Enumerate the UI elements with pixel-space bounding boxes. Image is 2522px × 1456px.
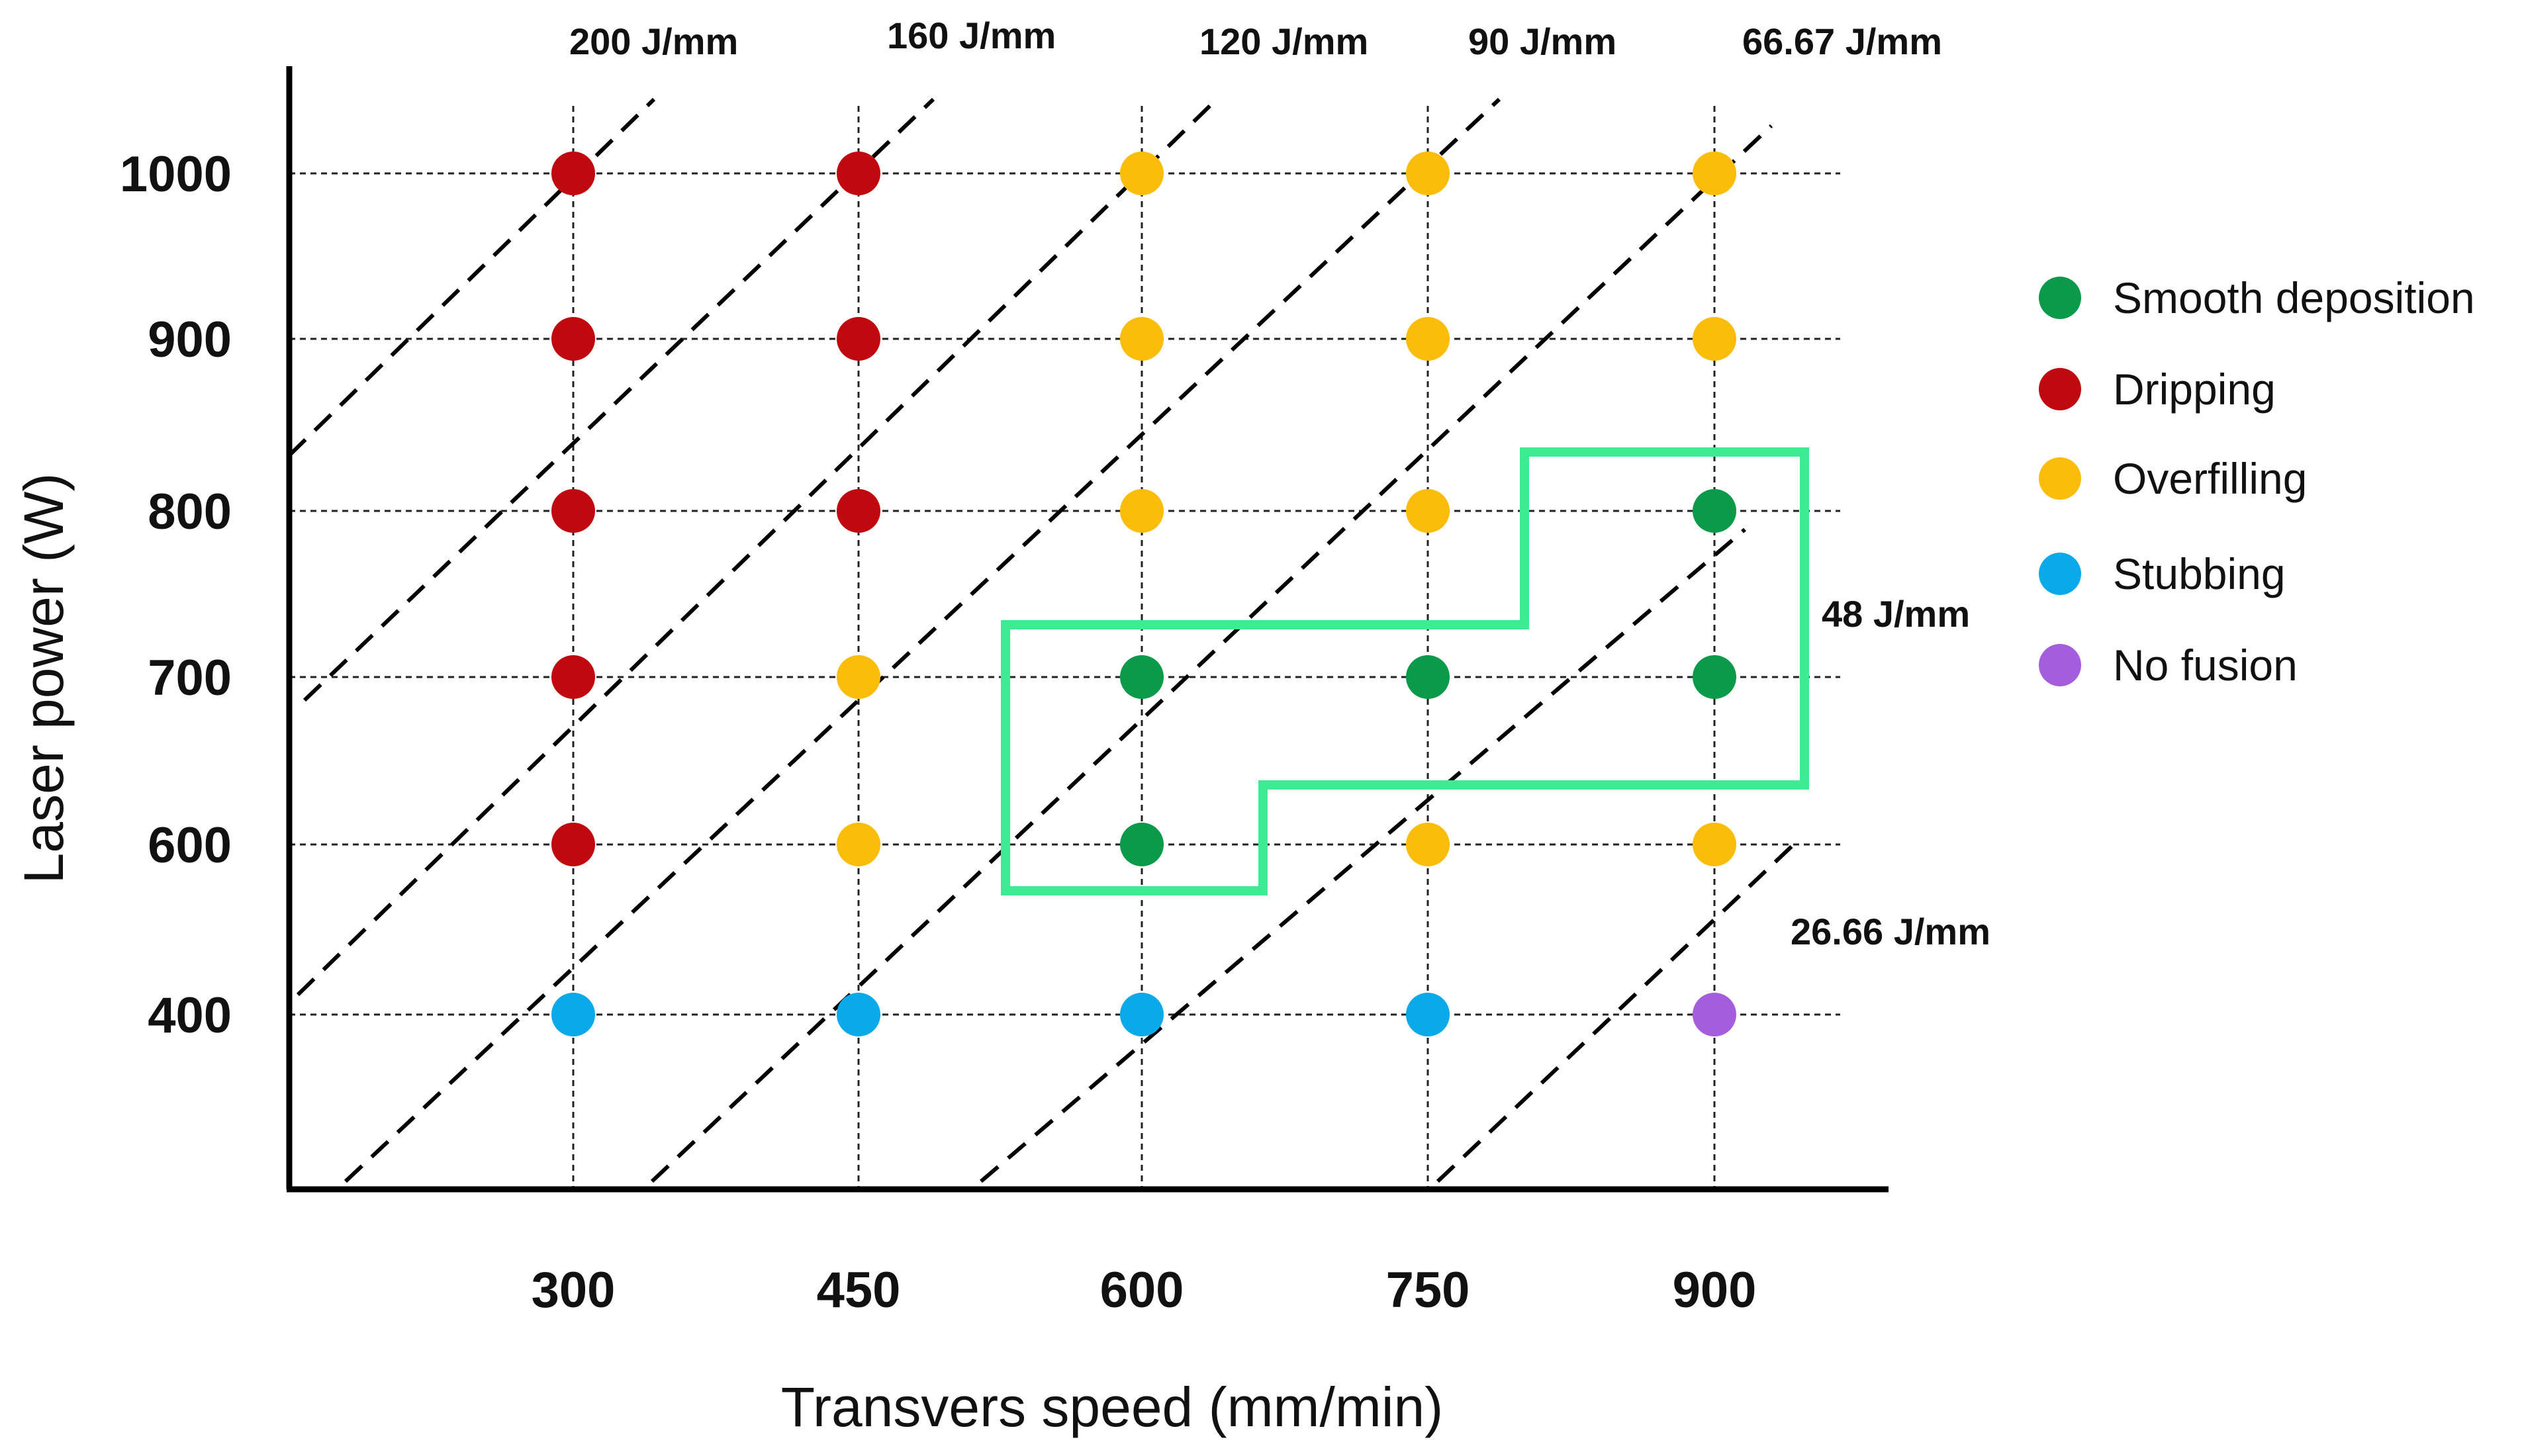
point-smooth-600-600 bbox=[1120, 823, 1164, 866]
y-axis-title: Laser power (W) bbox=[13, 473, 75, 884]
point-overfilling-900-1000 bbox=[1693, 152, 1736, 195]
point-dripping-300-1000 bbox=[551, 152, 595, 195]
point-stubbing-300-400 bbox=[551, 993, 595, 1036]
point-overfilling-750-800 bbox=[1406, 489, 1450, 533]
point-dripping-300-600 bbox=[551, 823, 595, 866]
energy-density-lines bbox=[287, 97, 1800, 1183]
energy-density-label-1: 160 J/mm bbox=[887, 15, 1056, 56]
energy-density-label-4: 66.67 J/mm bbox=[1742, 21, 1942, 62]
x-tick-label-750: 750 bbox=[1386, 1262, 1470, 1318]
point-stubbing-600-400 bbox=[1120, 993, 1164, 1036]
legend-label-dripping: Dripping bbox=[2113, 365, 2276, 414]
point-overfilling-900-900 bbox=[1693, 317, 1736, 361]
legend-label-nofusion: No fusion bbox=[2113, 641, 2298, 690]
y-tick-label-400: 400 bbox=[148, 987, 232, 1044]
point-overfilling-750-900 bbox=[1406, 317, 1450, 361]
data-points bbox=[551, 152, 1736, 1036]
x-tick-label-300: 300 bbox=[532, 1262, 616, 1318]
x-tick-labels: 300 450 600 750 900 bbox=[532, 1262, 1757, 1318]
energy-density-label-5: 48 J/mm bbox=[1822, 593, 1970, 635]
legend-marker-smooth bbox=[2039, 277, 2081, 319]
x-tick-label-900: 900 bbox=[1673, 1262, 1757, 1318]
legend-label-overfilling: Overfilling bbox=[2113, 454, 2307, 503]
point-overfilling-450-700 bbox=[837, 655, 880, 699]
legend-marker-nofusion bbox=[2039, 644, 2081, 686]
point-stubbing-750-400 bbox=[1406, 993, 1450, 1036]
point-dripping-300-700 bbox=[551, 655, 595, 699]
legend-marker-stubbing bbox=[2039, 553, 2081, 595]
legend-label-smooth: Smooth deposition bbox=[2113, 273, 2475, 322]
energy-density-line-1 bbox=[303, 97, 935, 702]
point-smooth-900-800 bbox=[1693, 489, 1736, 533]
energy-density-label-2: 120 J/mm bbox=[1199, 21, 1368, 62]
energy-density-line-6 bbox=[1436, 839, 1800, 1183]
point-nofusion-900-400 bbox=[1693, 993, 1736, 1036]
legend: Smooth deposition Dripping Overfilling Stub… bbox=[2039, 273, 2475, 690]
point-dripping-450-1000 bbox=[837, 152, 880, 195]
energy-density-label-0: 200 J/mm bbox=[569, 21, 738, 62]
legend-label-stubbing: Stubbing bbox=[2113, 549, 2286, 598]
energy-density-line-5 bbox=[980, 527, 1746, 1183]
legend-marker-dripping bbox=[2039, 368, 2081, 410]
energy-density-line-0 bbox=[287, 97, 656, 457]
point-stubbing-450-400 bbox=[837, 993, 880, 1036]
point-overfilling-750-1000 bbox=[1406, 152, 1450, 195]
point-overfilling-450-600 bbox=[837, 823, 880, 866]
point-smooth-750-700 bbox=[1406, 655, 1450, 699]
energy-density-line-4 bbox=[650, 124, 1773, 1183]
x-axis-title: Transvers speed (mm/min) bbox=[781, 1376, 1443, 1438]
energy-density-label-6: 26.66 J/mm bbox=[1791, 911, 1990, 952]
energy-density-label-3: 90 J/mm bbox=[1468, 21, 1616, 62]
energy-density-line-2 bbox=[296, 97, 1219, 997]
point-overfilling-600-1000 bbox=[1120, 152, 1164, 195]
legend-marker-overfilling bbox=[2039, 457, 2081, 500]
y-tick-label-700: 700 bbox=[148, 650, 232, 706]
point-dripping-300-800 bbox=[551, 489, 595, 533]
point-smooth-600-700 bbox=[1120, 655, 1164, 699]
axes bbox=[286, 66, 1889, 1193]
point-dripping-450-900 bbox=[837, 317, 880, 361]
point-overfilling-600-800 bbox=[1120, 489, 1164, 533]
point-dripping-300-900 bbox=[551, 317, 595, 361]
y-tick-label-1000: 1000 bbox=[120, 146, 232, 203]
energy-density-line-3 bbox=[344, 97, 1501, 1183]
point-smooth-900-700 bbox=[1693, 655, 1736, 699]
point-overfilling-750-600 bbox=[1406, 823, 1450, 866]
point-dripping-450-800 bbox=[837, 489, 880, 533]
y-tick-label-600: 600 bbox=[148, 817, 232, 874]
optimal-window-outline bbox=[1001, 447, 1809, 895]
x-tick-label-450: 450 bbox=[817, 1262, 901, 1318]
x-tick-label-600: 600 bbox=[1100, 1262, 1184, 1318]
y-tick-labels: 400 600 700 800 900 1000 bbox=[120, 146, 232, 1044]
energy-density-labels: 200 J/mm 160 J/mm 120 J/mm 90 J/mm 66.67 J/m… bbox=[569, 15, 1990, 952]
point-overfilling-900-600 bbox=[1693, 823, 1736, 866]
y-tick-label-800: 800 bbox=[148, 484, 232, 540]
y-tick-label-900: 900 bbox=[148, 312, 232, 368]
point-overfilling-600-900 bbox=[1120, 317, 1164, 361]
grid-lines bbox=[289, 106, 1840, 1189]
